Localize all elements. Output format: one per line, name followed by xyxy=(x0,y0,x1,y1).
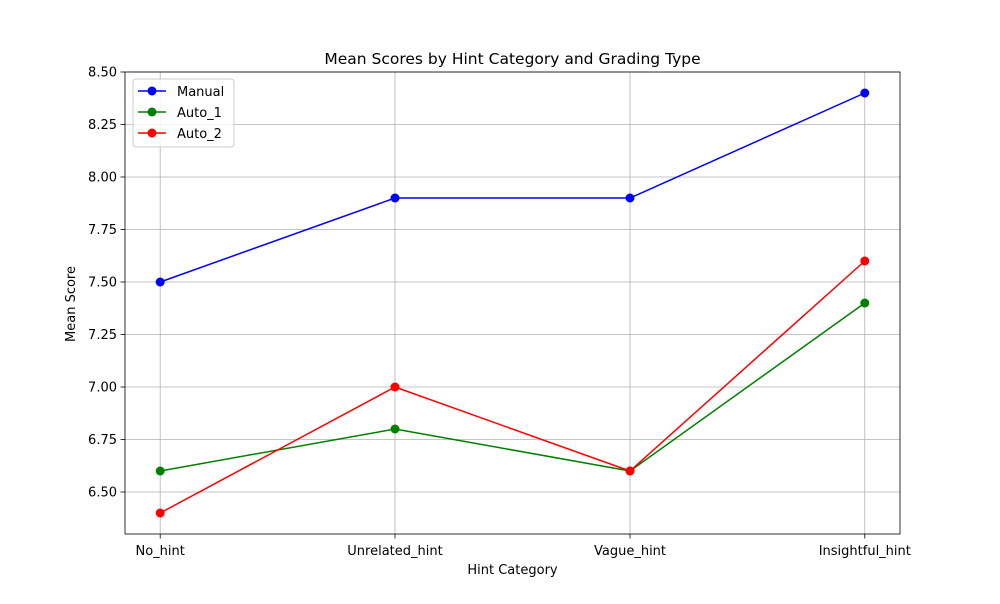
series-line-manual xyxy=(159,92,866,283)
legend: Manual Auto_1 Auto_2 xyxy=(132,78,235,148)
data-point-manual xyxy=(860,88,870,98)
data-point-manual xyxy=(625,193,635,203)
legend-box xyxy=(132,78,235,148)
data-point-manual xyxy=(155,277,165,287)
x-tick-label: Insightful_hint xyxy=(819,544,911,559)
series-line-auto-2 xyxy=(159,260,866,514)
x-tick-label: Vague_hint xyxy=(594,544,666,559)
legend-label: Auto_1 xyxy=(177,106,222,121)
y-axis-label: Mean Score xyxy=(64,266,79,342)
data-point-auto-1 xyxy=(390,424,400,434)
y-tick-label: 7.25 xyxy=(88,328,117,343)
y-tick-label: 6.75 xyxy=(88,433,117,448)
plot-frame xyxy=(124,71,901,535)
series-auto-2 xyxy=(155,256,870,518)
y-tick-label: 7.50 xyxy=(88,276,117,291)
x-tick-label: No_hint xyxy=(136,544,185,559)
y-tick-label: 8.50 xyxy=(88,66,117,81)
legend-marker xyxy=(147,128,157,138)
data-point-auto-2 xyxy=(390,382,400,392)
series-lines xyxy=(155,88,870,518)
data-point-manual xyxy=(390,193,400,203)
data-point-auto-2 xyxy=(860,256,870,266)
data-point-auto-1 xyxy=(155,466,165,476)
y-tick-label: 7.75 xyxy=(88,223,117,238)
legend-marker xyxy=(147,86,157,96)
legend-label: Auto_2 xyxy=(177,127,222,142)
axes: No_hint Unrelated_hint Vague_hint Insightfu… xyxy=(88,66,911,560)
series-manual xyxy=(155,88,870,287)
chart-title: Mean Scores by Hint Category and Grading… xyxy=(324,50,700,68)
x-tick-label: Unrelated_hint xyxy=(347,544,442,559)
grid-lines xyxy=(125,71,900,534)
data-point-auto-2 xyxy=(155,508,165,518)
legend-marker xyxy=(147,107,157,117)
y-tick-label: 6.50 xyxy=(88,486,117,501)
y-tick-label: 8.25 xyxy=(88,118,117,133)
data-point-auto-2 xyxy=(625,466,635,476)
legend-item-auto-1: Auto_1 xyxy=(138,106,222,121)
legend-label: Manual xyxy=(177,85,224,100)
y-tick-label: 8.00 xyxy=(88,171,117,186)
legend-item-manual: Manual xyxy=(138,85,224,100)
x-axis-label: Hint Category xyxy=(467,563,558,578)
legend-item-auto-2: Auto_2 xyxy=(138,127,222,142)
y-tick-label: 7.00 xyxy=(88,381,117,396)
data-point-auto-1 xyxy=(860,298,870,308)
